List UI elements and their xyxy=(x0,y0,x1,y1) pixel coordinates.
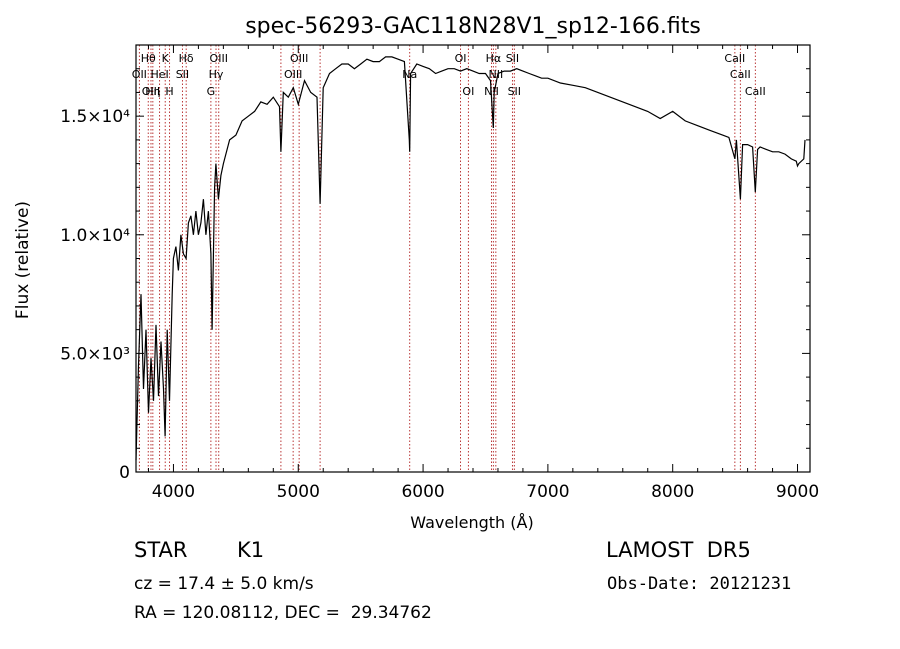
line-marker-label-0: OII xyxy=(132,68,147,81)
plot-frame xyxy=(135,44,811,473)
line-marker-labels: OIIHθOIIIHηHeIKHSIIHδGHγOIIIOIIIOIIINaOI… xyxy=(132,52,766,98)
line-marker-label-11: OIII xyxy=(210,52,228,65)
x-tick-label-3: 7000 xyxy=(526,482,569,502)
x-tick-label-4: 8000 xyxy=(651,482,694,502)
line-marker-label-3: Hη xyxy=(145,85,160,98)
line-marker-label-17: OI xyxy=(455,52,467,65)
line-marker-label-7: SII xyxy=(176,68,189,81)
line-marker-label-9: G xyxy=(207,85,216,98)
line-marker-label-4: HeI xyxy=(150,68,168,81)
y-tick-label-2: 1.0×10⁴ xyxy=(60,226,130,246)
line-marker-label-6: H xyxy=(165,85,173,98)
line-marker-label-13: OIII xyxy=(284,68,302,81)
line-marker-label-2: OIII xyxy=(142,85,160,98)
y-axis: 0 5.0×10³ 1.0×10⁴ 1.5×10⁴ xyxy=(60,68,810,483)
line-marker-label-26: CaII xyxy=(745,85,766,98)
object-subclass: K1 xyxy=(237,538,265,562)
ra-dec-coordinates: RA = 120.08112, DEC = 29.34762 xyxy=(134,603,432,623)
line-marker-label-14: OIII xyxy=(290,52,308,65)
x-tick-label-2: 6000 xyxy=(401,482,444,502)
x-tick-label-5: 9000 xyxy=(776,482,819,502)
line-marker-label-10: Hγ xyxy=(209,68,224,81)
y-tick-label-0: 0 xyxy=(119,463,130,483)
y-axis-label: Flux (relative) xyxy=(13,201,33,319)
spectrum-series xyxy=(135,56,806,461)
line-markers xyxy=(138,45,756,472)
line-marker-label-22: SII xyxy=(506,52,519,65)
line-marker-label-24: CaII xyxy=(724,52,745,65)
x-axis-label: Wavelength (Å) xyxy=(410,513,533,532)
line-marker-label-18: OI xyxy=(462,85,474,98)
redshift-cz: cz = 17.4 ± 5.0 km/s xyxy=(134,574,314,594)
line-marker-label-25: CaII xyxy=(730,68,751,81)
x-tick-label-0: 4000 xyxy=(152,482,195,502)
line-marker-label-23: SII xyxy=(508,85,521,98)
object-class: STAR xyxy=(134,538,188,562)
observation-date: Obs-Date: 20121231 xyxy=(607,574,792,594)
x-tick-label-1: 5000 xyxy=(277,482,320,502)
survey-name: LAMOST DR5 xyxy=(606,538,751,562)
chart-title: spec-56293-GAC118N28V1_sp12-166.fits xyxy=(245,14,701,39)
line-marker-label-20: Hα xyxy=(486,52,502,65)
line-marker-label-1: Hθ xyxy=(141,52,156,65)
y-tick-label-3: 1.5×10⁴ xyxy=(60,107,130,127)
x-axis: 4000 5000 6000 7000 8000 9000 xyxy=(147,45,819,502)
y-tick-label-1: 5.0×10³ xyxy=(60,344,130,364)
line-marker-label-8: Hδ xyxy=(179,52,194,65)
line-marker-label-21: NII xyxy=(488,68,503,81)
line-marker-label-5: K xyxy=(162,52,170,65)
